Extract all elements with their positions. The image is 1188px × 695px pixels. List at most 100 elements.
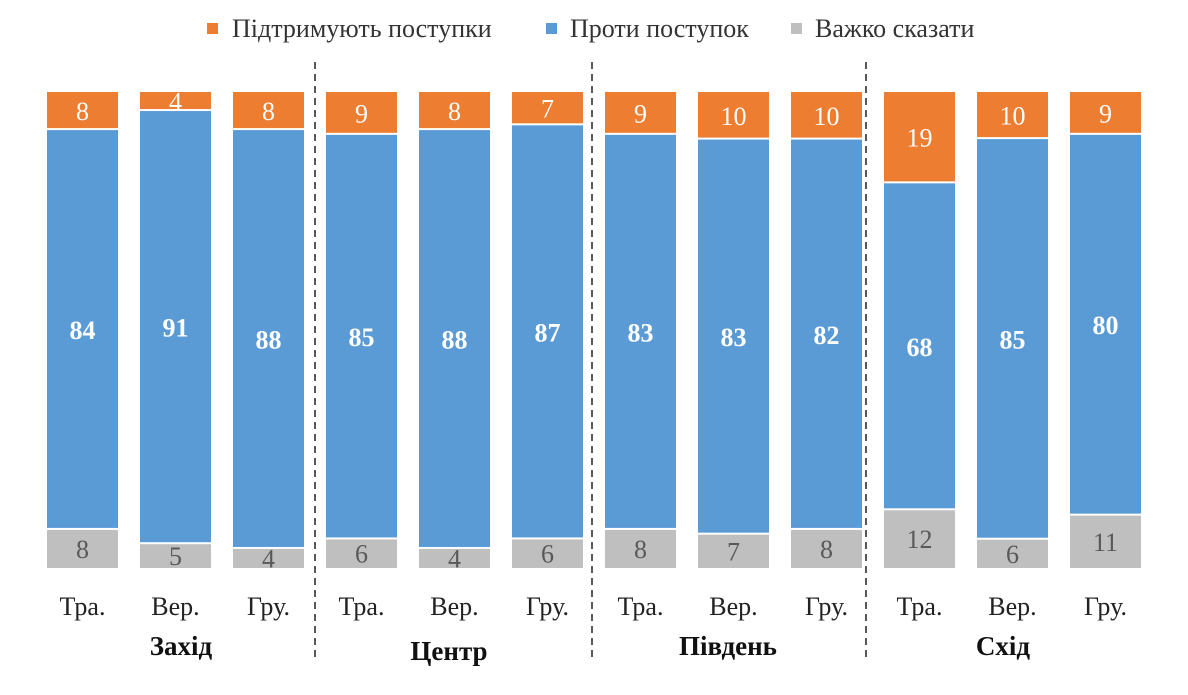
legend-item-support-swatch bbox=[207, 23, 218, 34]
data-label-unsure: 6 bbox=[355, 540, 368, 569]
bar-stack: 19 68 12 bbox=[884, 92, 955, 568]
data-label-against: 68 bbox=[907, 333, 933, 362]
bar-support bbox=[326, 92, 397, 133]
data-label-unsure: 6 bbox=[1006, 540, 1019, 569]
bar-against bbox=[605, 134, 676, 528]
x-tick-label: Вер. bbox=[430, 592, 478, 621]
bar-against bbox=[419, 130, 490, 547]
legend-item-support-label: Підтримують поступки bbox=[232, 14, 492, 43]
bar-unsure bbox=[977, 539, 1048, 568]
x-tick-label: Гру. bbox=[247, 592, 290, 621]
data-label-against: 88 bbox=[442, 326, 468, 355]
data-label-against: 85 bbox=[349, 323, 375, 352]
data-label-unsure: 8 bbox=[76, 535, 89, 564]
data-label-unsure: 8 bbox=[634, 535, 647, 564]
bar-against bbox=[791, 139, 862, 528]
bar-stack: 7 87 6 bbox=[512, 92, 583, 569]
data-label-support: 8 bbox=[448, 97, 461, 126]
group-dividers bbox=[314, 62, 867, 662]
bar-stack: 9 83 8 bbox=[605, 92, 676, 568]
bar-against bbox=[884, 183, 955, 509]
bar-unsure bbox=[698, 534, 769, 568]
bar-against bbox=[977, 139, 1048, 538]
data-label-support: 7 bbox=[541, 95, 554, 124]
bar-stack: 9 85 6 bbox=[326, 92, 397, 569]
data-label-support: 8 bbox=[262, 97, 275, 126]
x-tick-label: Вер. bbox=[709, 592, 757, 621]
bar-unsure bbox=[512, 539, 583, 568]
data-label-support: 19 bbox=[907, 124, 933, 153]
bar-support bbox=[512, 92, 583, 124]
x-tick-label: Гру. bbox=[1084, 592, 1127, 621]
data-label-against: 87 bbox=[535, 318, 561, 347]
x-tick-label: Гру. bbox=[805, 592, 848, 621]
x-tick-label: Вер. bbox=[151, 592, 199, 621]
bar-against bbox=[698, 139, 769, 533]
data-label-unsure: 4 bbox=[262, 544, 275, 573]
bar-against bbox=[1070, 134, 1141, 514]
bar-support bbox=[47, 92, 118, 129]
bar-unsure bbox=[326, 539, 397, 568]
bar-unsure bbox=[233, 548, 304, 568]
x-tick-label: Тра. bbox=[60, 592, 106, 621]
bar-stack: 8 84 8 bbox=[47, 92, 118, 568]
bar-against bbox=[512, 125, 583, 538]
data-label-support: 8 bbox=[76, 97, 89, 126]
bar-unsure bbox=[791, 529, 862, 568]
data-label-against: 82 bbox=[814, 321, 840, 350]
x-tick-label: Тра. bbox=[339, 592, 385, 621]
bar-against bbox=[47, 130, 118, 528]
bar-unsure bbox=[140, 544, 211, 568]
bar-support bbox=[698, 92, 769, 138]
bar-unsure bbox=[605, 529, 676, 568]
x-tick-label: Вер. bbox=[988, 592, 1036, 621]
bar-support bbox=[1070, 92, 1141, 133]
x-tick-label: Гру. bbox=[526, 592, 569, 621]
bar-support bbox=[419, 92, 490, 129]
bars: 8848491588849856888478769838108371082819… bbox=[47, 88, 1141, 573]
bar-support bbox=[977, 92, 1048, 138]
data-label-against: 88 bbox=[256, 326, 282, 355]
legend: Підтримують поступки Проти поступок Важко … bbox=[207, 14, 974, 43]
region-label: Схід bbox=[976, 631, 1031, 661]
data-label-against: 80 bbox=[1093, 311, 1119, 340]
region-label: Південь bbox=[679, 631, 777, 661]
region-label: Центр bbox=[410, 636, 487, 666]
data-label-against: 85 bbox=[1000, 325, 1026, 354]
bar-stack: 10 85 6 bbox=[977, 92, 1048, 569]
bar-unsure bbox=[884, 510, 955, 568]
bar-support bbox=[884, 92, 955, 182]
region-label: Захід bbox=[150, 631, 213, 661]
data-label-against: 83 bbox=[628, 318, 654, 347]
data-label-support: 10 bbox=[814, 102, 840, 131]
x-tick-label: Тра. bbox=[897, 592, 943, 621]
legend-item-against-swatch bbox=[546, 23, 557, 34]
bar-unsure bbox=[1070, 515, 1141, 568]
bar-unsure bbox=[47, 529, 118, 568]
bar-stack: 9 80 11 bbox=[1070, 92, 1141, 568]
x-tick-label: Тра. bbox=[618, 592, 664, 621]
data-label-unsure: 6 bbox=[541, 540, 554, 569]
data-label-support: 10 bbox=[1000, 102, 1026, 131]
x-tick-labels: Тра. Вер. Гру. Тра. Вер. Гру. Тра. Вер. Гру. Тра.… bbox=[60, 592, 1127, 621]
data-label-unsure: 12 bbox=[907, 525, 933, 554]
bar-stack: 10 82 8 bbox=[791, 92, 862, 568]
region-labels: Захід Центр Південь Схід bbox=[150, 631, 1031, 666]
data-label-support: 9 bbox=[355, 99, 368, 128]
bar-stack: 10 83 7 bbox=[698, 92, 769, 568]
data-label-support: 10 bbox=[721, 102, 747, 131]
bar-stack: 4 91 5 bbox=[140, 88, 211, 571]
data-label-support: 4 bbox=[169, 88, 182, 117]
bar-against bbox=[233, 130, 304, 547]
bar-unsure bbox=[419, 548, 490, 568]
legend-item-unsure-label: Важко сказати bbox=[815, 14, 974, 43]
data-label-unsure: 11 bbox=[1093, 528, 1118, 557]
data-label-unsure: 5 bbox=[169, 542, 182, 571]
bar-support bbox=[605, 92, 676, 133]
bar-support bbox=[791, 92, 862, 138]
data-label-against: 84 bbox=[70, 316, 96, 345]
bar-against bbox=[140, 111, 211, 543]
legend-item-against-label: Проти поступок bbox=[570, 14, 749, 43]
